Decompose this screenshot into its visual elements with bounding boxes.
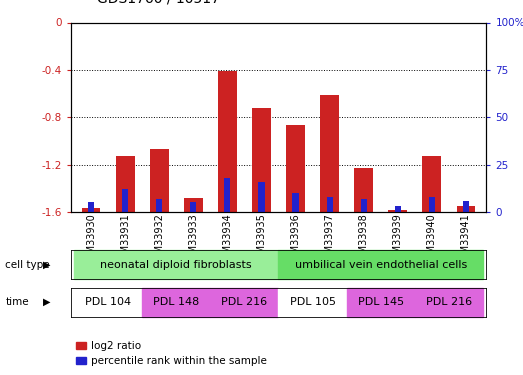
Bar <box>142 288 210 317</box>
Text: PDL 216: PDL 216 <box>221 297 267 307</box>
Bar <box>116 156 134 212</box>
Bar <box>279 288 347 317</box>
Bar <box>224 178 231 212</box>
Legend: log2 ratio, percentile rank within the sample: log2 ratio, percentile rank within the s… <box>76 341 267 366</box>
Bar <box>184 198 203 212</box>
Text: time: time <box>5 297 29 307</box>
Bar <box>88 202 94 212</box>
Bar <box>320 95 339 212</box>
Bar <box>150 149 168 212</box>
Bar <box>82 209 100 212</box>
Bar <box>156 199 162 212</box>
Bar <box>361 199 367 212</box>
Bar <box>190 202 196 212</box>
Text: cell type: cell type <box>5 260 50 270</box>
Bar <box>326 197 333 212</box>
Bar <box>347 288 415 317</box>
Text: neonatal diploid fibroblasts: neonatal diploid fibroblasts <box>100 260 252 270</box>
Bar <box>122 189 128 212</box>
Bar <box>395 206 401 212</box>
Bar <box>429 197 435 212</box>
Bar <box>354 168 373 212</box>
Bar <box>74 288 142 317</box>
Bar <box>463 201 469 212</box>
Bar <box>252 108 271 212</box>
Bar <box>415 288 483 317</box>
Bar <box>389 210 407 212</box>
Text: ▶: ▶ <box>43 297 50 307</box>
Text: PDL 104: PDL 104 <box>85 297 131 307</box>
Bar <box>292 193 299 212</box>
Bar <box>423 156 441 212</box>
Bar <box>258 182 265 212</box>
Text: PDL 145: PDL 145 <box>358 297 404 307</box>
Text: GDS1760 / 10517: GDS1760 / 10517 <box>97 0 220 6</box>
Bar <box>279 250 483 279</box>
Text: ▶: ▶ <box>43 260 50 270</box>
Bar <box>74 250 279 279</box>
Text: PDL 105: PDL 105 <box>290 297 336 307</box>
Bar <box>286 126 305 212</box>
Text: umbilical vein endothelial cells: umbilical vein endothelial cells <box>294 260 467 270</box>
Text: PDL 216: PDL 216 <box>426 297 472 307</box>
Bar <box>218 71 237 212</box>
Bar <box>210 288 279 317</box>
Bar <box>457 206 475 212</box>
Text: PDL 148: PDL 148 <box>153 297 199 307</box>
